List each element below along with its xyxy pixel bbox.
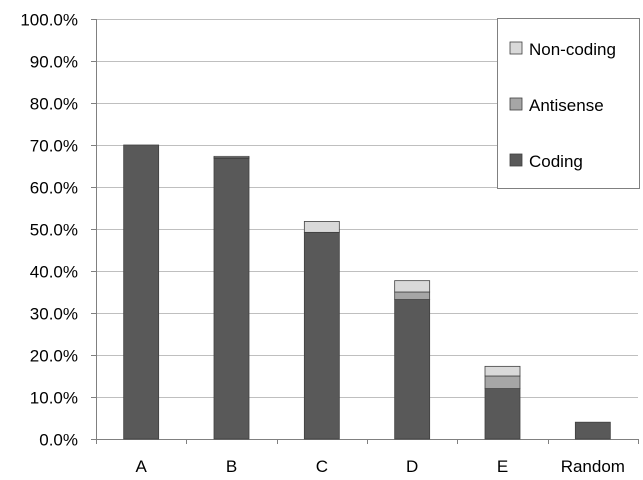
legend-label-coding: Coding [529,152,583,171]
legend-swatch-antisense [509,97,523,111]
y-tick-label: 40.0% [30,263,78,282]
y-tick-label: 100.0% [20,11,78,30]
x-category-label: E [497,457,508,476]
y-tick-label: 80.0% [30,95,78,114]
x-category-label: C [316,457,328,476]
bars [123,144,611,440]
y-tick-label: 10.0% [30,389,78,408]
y-tick-label: 90.0% [30,53,78,72]
x-category-label: Random [561,457,625,476]
bar-segment-coding [303,231,340,440]
legend-label-antisense: Antisense [529,96,604,115]
bar-segment-coding [213,158,250,440]
bar-segment-antisense [484,375,521,390]
bar-segment-coding [123,144,160,440]
x-category-label: A [135,457,147,476]
legend: Non-coding Antisense Coding [497,18,640,189]
x-axis-category-labels: A B C D E Random [135,457,624,476]
bar-segment-non-coding [394,280,431,293]
y-tick-label: 50.0% [30,221,78,240]
y-tick-label: 60.0% [30,179,78,198]
bar-segment-non-coding [484,365,521,377]
axes [91,19,639,444]
bar-segment-non-coding [303,221,340,233]
bar-segment-antisense [394,291,431,300]
bar-segment-coding [394,299,431,440]
legend-swatch-coding [509,153,523,167]
y-tick-label: 0.0% [39,431,78,450]
x-category-label: B [226,457,237,476]
y-tick-label: 20.0% [30,347,78,366]
y-tick-label: 70.0% [30,137,78,156]
y-tick-label: 30.0% [30,305,78,324]
bar-segment-non-coding [213,155,250,158]
bar-segment-coding [574,421,611,440]
legend-label-non-coding: Non-coding [529,40,616,59]
y-axis-tick-labels: 0.0% 10.0% 20.0% 30.0% 40.0% 50.0% 60.0% 70.0% 8… [20,11,78,450]
x-category-label: D [406,457,418,476]
bar-segment-coding [484,388,521,440]
legend-swatch-non-coding [509,41,523,55]
